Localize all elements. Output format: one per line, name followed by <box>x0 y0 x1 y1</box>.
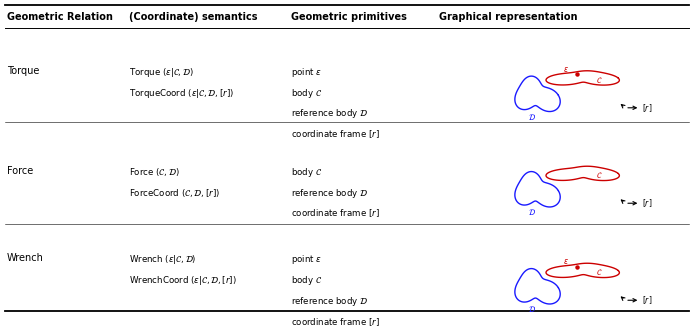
Text: Force: Force <box>7 166 33 176</box>
Text: reference body $\mathcal{D}$: reference body $\mathcal{D}$ <box>291 187 368 200</box>
Text: $\mathcal{C}$: $\mathcal{C}$ <box>597 75 603 85</box>
Text: $[r]$: $[r]$ <box>642 102 653 114</box>
Text: WrenchCoord $(\epsilon|\mathcal{C},\mathcal{D},[r])$: WrenchCoord $(\epsilon|\mathcal{C},\math… <box>129 274 237 287</box>
Text: $\mathcal{C}$: $\mathcal{C}$ <box>597 170 603 180</box>
Text: $\mathcal{D}$: $\mathcal{D}$ <box>528 112 536 121</box>
Text: TorqueCoord $(\epsilon|\mathcal{C},\mathcal{D},[r])$: TorqueCoord $(\epsilon|\mathcal{C},\math… <box>129 87 234 99</box>
Text: body $\mathcal{C}$: body $\mathcal{C}$ <box>291 166 322 179</box>
Text: ForceCoord $(\mathcal{C},\mathcal{D},[r])$: ForceCoord $(\mathcal{C},\mathcal{D},[r]… <box>129 187 220 199</box>
Text: reference body $\mathcal{D}$: reference body $\mathcal{D}$ <box>291 108 368 120</box>
Text: $\epsilon$: $\epsilon$ <box>563 65 569 74</box>
Text: Force $(\mathcal{C},\mathcal{D})$: Force $(\mathcal{C},\mathcal{D})$ <box>129 166 180 178</box>
Text: Graphical representation: Graphical representation <box>439 13 578 22</box>
Text: $[r]$: $[r]$ <box>642 197 653 209</box>
Text: coordinate frame $[r]$: coordinate frame $[r]$ <box>291 316 380 328</box>
Text: Geometric Relation: Geometric Relation <box>7 13 113 22</box>
Text: $\mathcal{D}$: $\mathcal{D}$ <box>528 304 536 314</box>
Text: Geometric primitives: Geometric primitives <box>291 13 407 22</box>
Text: body $\mathcal{C}$: body $\mathcal{C}$ <box>291 274 322 287</box>
Text: Wrench $(\epsilon|\mathcal{C},\mathcal{D})$: Wrench $(\epsilon|\mathcal{C},\mathcal{D… <box>129 253 197 266</box>
Text: Torque: Torque <box>7 65 39 76</box>
Text: point $\epsilon$: point $\epsilon$ <box>291 253 322 266</box>
Text: Wrench: Wrench <box>7 253 44 263</box>
Text: reference body $\mathcal{D}$: reference body $\mathcal{D}$ <box>291 295 368 308</box>
Text: Torque $(\epsilon|\mathcal{C},\mathcal{D})$: Torque $(\epsilon|\mathcal{C},\mathcal{D… <box>129 65 194 79</box>
Text: point $\epsilon$: point $\epsilon$ <box>291 65 322 79</box>
Text: body $\mathcal{C}$: body $\mathcal{C}$ <box>291 87 322 99</box>
Text: coordinate frame $[r]$: coordinate frame $[r]$ <box>291 208 380 219</box>
Text: $[r]$: $[r]$ <box>642 294 653 306</box>
Text: $\mathcal{D}$: $\mathcal{D}$ <box>528 207 536 217</box>
Text: (Coordinate) semantics: (Coordinate) semantics <box>129 13 257 22</box>
Text: coordinate frame $[r]$: coordinate frame $[r]$ <box>291 128 380 140</box>
Text: $\mathcal{C}$: $\mathcal{C}$ <box>597 267 603 277</box>
Text: $\epsilon$: $\epsilon$ <box>563 257 569 266</box>
